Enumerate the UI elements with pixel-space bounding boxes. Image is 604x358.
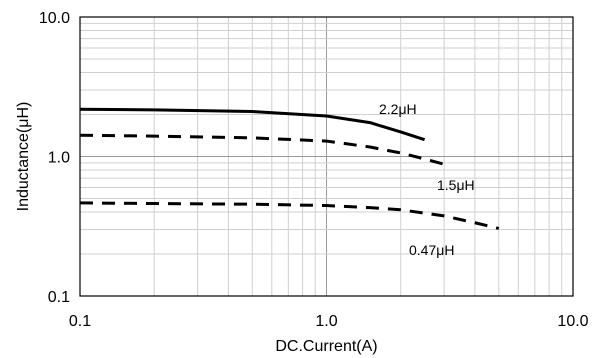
label-layer: 2.2μH 1.5μH 0.47μH — [379, 101, 475, 258]
grid-layer — [79, 17, 573, 297]
y-tick-label: 1.0 — [48, 150, 70, 167]
x-axis-title: DC.Current(A) — [275, 338, 377, 355]
series-label-2: 0.47μH — [409, 242, 454, 258]
series-layer — [79, 107, 500, 230]
series-line-2 — [79, 201, 500, 230]
frame-layer — [79, 16, 574, 297]
y-axis-title: Inductance(μH) — [15, 102, 32, 212]
tick-layer: 0.1 1.0 10.0 0.1 1.0 10.0 — [39, 10, 589, 330]
series-label-0: 2.2μH — [379, 101, 417, 117]
y-tick-label: 10.0 — [39, 10, 70, 27]
y-tick-label: 0.1 — [48, 289, 70, 306]
x-tick-label: 1.0 — [315, 313, 337, 330]
plot-frame — [79, 16, 574, 297]
x-tick-label: 10.0 — [557, 313, 588, 330]
series-label-1: 1.5μH — [437, 177, 475, 193]
series-line-1 — [79, 133, 445, 166]
x-tick-label: 0.1 — [69, 313, 91, 330]
series-line-0 — [79, 107, 426, 142]
